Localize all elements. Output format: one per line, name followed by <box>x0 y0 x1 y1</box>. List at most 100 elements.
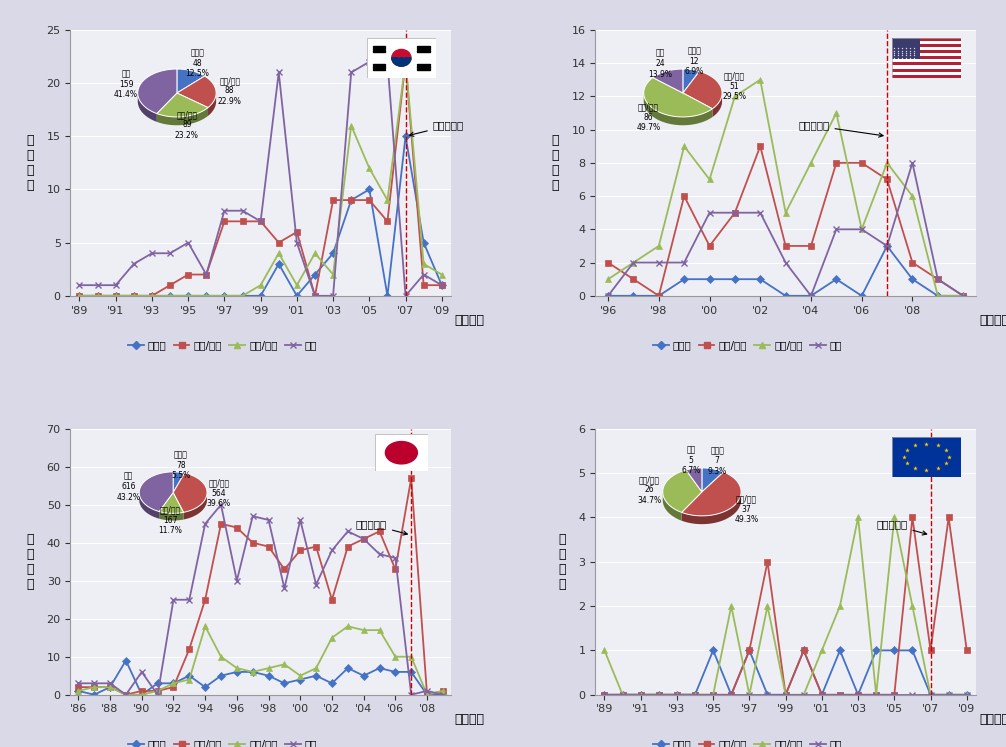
처리/활용 <box>381 196 393 205</box>
침투 <box>104 679 116 688</box>
시스템 <box>417 238 430 247</box>
처리/활용 <box>830 108 842 117</box>
시스템 <box>152 679 164 688</box>
집수/저류 <box>72 683 85 692</box>
시스템 <box>703 275 715 284</box>
처리/활용 <box>957 291 969 300</box>
처리/활용 <box>881 158 893 167</box>
침투 <box>436 281 448 290</box>
집수/저류 <box>345 196 357 205</box>
집수/저류 <box>780 690 792 699</box>
Y-axis label: 특
허
건
수: 특 허 건 수 <box>558 533 565 591</box>
시스템 <box>729 275 741 284</box>
집수/저류 <box>381 217 393 226</box>
시스템 <box>167 679 179 688</box>
침투 <box>957 291 969 300</box>
시스템 <box>906 275 918 284</box>
집수/저류 <box>725 690 737 699</box>
Line: 집수/저류: 집수/저류 <box>602 515 970 698</box>
시스템 <box>273 259 285 268</box>
시스템 <box>671 690 683 699</box>
침투 <box>729 208 741 217</box>
처리/활용 <box>437 686 449 695</box>
침투 <box>120 690 132 699</box>
집수/저류 <box>255 217 267 226</box>
집수/저류 <box>422 690 434 699</box>
처리/활용 <box>152 686 164 695</box>
집수/저류 <box>273 238 285 247</box>
침투 <box>246 512 259 521</box>
침투 <box>200 270 212 279</box>
집수/저류 <box>342 542 354 551</box>
침투 <box>798 690 810 699</box>
침투 <box>128 259 140 268</box>
침투 <box>925 690 937 699</box>
처리/활용 <box>309 249 321 258</box>
Line: 시스템: 시스템 <box>76 134 445 299</box>
침투 <box>689 690 701 699</box>
침투 <box>146 249 158 258</box>
집수/저류 <box>671 690 683 699</box>
처리/활용 <box>230 663 242 672</box>
침투 <box>780 258 792 267</box>
처리/활용 <box>436 270 448 279</box>
Line: 처리/활용: 처리/활용 <box>75 624 446 698</box>
집수/저류 <box>830 158 842 167</box>
시스템 <box>164 291 176 300</box>
침투 <box>653 690 665 699</box>
집수/저류 <box>294 546 306 555</box>
처리/활용 <box>327 270 339 279</box>
침투 <box>279 584 291 593</box>
집수/저류 <box>417 281 430 290</box>
시스템 <box>834 646 846 655</box>
침투 <box>182 238 194 247</box>
시스템 <box>852 690 864 699</box>
집수/저류 <box>617 690 629 699</box>
시스템 <box>602 291 614 300</box>
시스템 <box>653 291 665 300</box>
집수/저류 <box>754 142 767 151</box>
시스템 <box>89 690 101 699</box>
침투 <box>218 206 230 215</box>
시스템 <box>437 690 449 699</box>
처리/활용 <box>805 158 817 167</box>
침투 <box>754 208 767 217</box>
시스템 <box>345 196 357 205</box>
집수/저류 <box>852 690 864 699</box>
침투 <box>294 515 306 524</box>
침투 <box>856 225 868 234</box>
집수/저류 <box>729 208 741 217</box>
Line: 집수/저류: 집수/저류 <box>606 143 966 299</box>
처리/활용 <box>888 513 900 522</box>
처리/활용 <box>635 690 647 699</box>
집수/저류 <box>888 690 900 699</box>
침투 <box>653 258 665 267</box>
처리/활용 <box>932 291 944 300</box>
집수/저류 <box>279 565 291 574</box>
집수/저류 <box>200 270 212 279</box>
침투 <box>342 527 354 536</box>
침투 <box>326 546 338 555</box>
침투 <box>291 238 303 247</box>
침투 <box>357 534 369 543</box>
집수/저류 <box>870 690 882 699</box>
시스템 <box>218 291 230 300</box>
시스템 <box>291 291 303 300</box>
침투 <box>345 68 357 77</box>
처리/활용 <box>729 92 741 101</box>
시스템 <box>246 667 259 676</box>
집수/저류 <box>906 513 918 522</box>
침투 <box>236 206 248 215</box>
시스템 <box>870 646 882 655</box>
침투 <box>870 690 882 699</box>
집수/저류 <box>291 228 303 237</box>
침투 <box>152 690 164 699</box>
집수/저류 <box>152 686 164 695</box>
집수/저류 <box>146 291 158 300</box>
시스템 <box>110 291 122 300</box>
처리/활용 <box>342 622 354 630</box>
침투 <box>762 690 774 699</box>
처리/활용 <box>389 652 401 661</box>
처리/활용 <box>925 690 937 699</box>
처리/활용 <box>92 291 104 300</box>
